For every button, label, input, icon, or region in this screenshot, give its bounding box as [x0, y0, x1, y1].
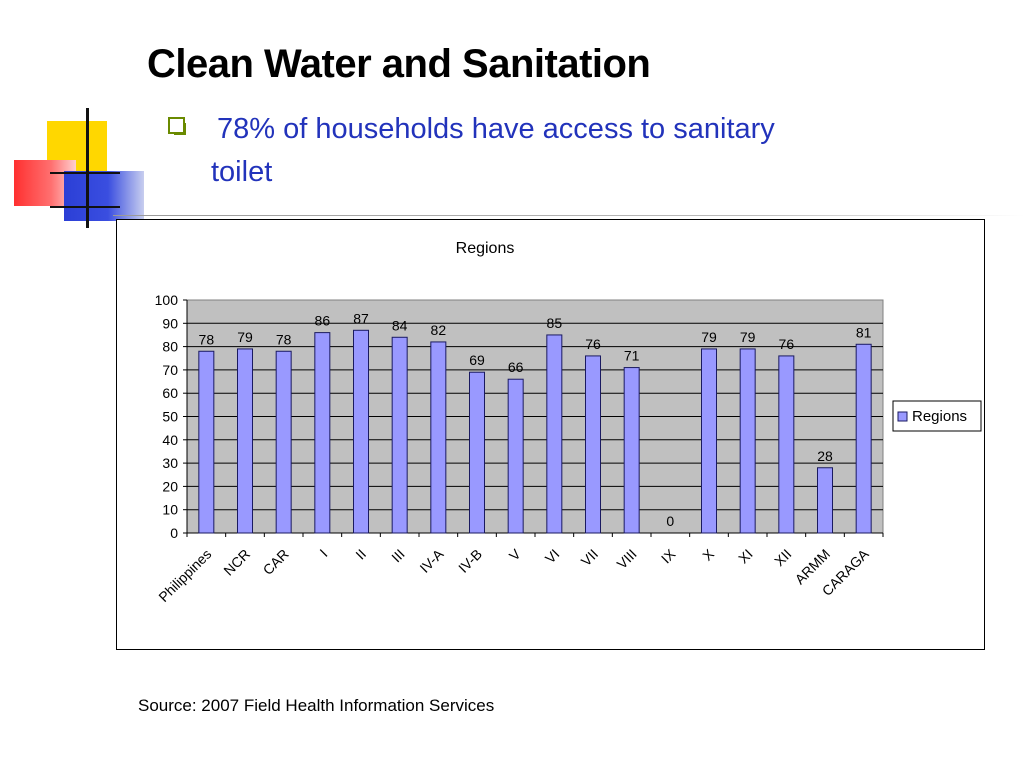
decorative-horizontal-line: [50, 206, 120, 208]
data-label: 76: [585, 336, 601, 352]
y-tick-label: 30: [162, 455, 178, 471]
y-tick-label: 20: [162, 478, 178, 494]
chart-title: Regions: [456, 240, 515, 257]
data-label: 0: [666, 513, 674, 529]
data-label: 85: [547, 315, 563, 331]
x-tick-label: IV-B: [455, 546, 485, 576]
data-label: 81: [856, 324, 872, 340]
data-label: 76: [779, 336, 795, 352]
x-tick-label: VIII: [614, 546, 640, 572]
data-label: 69: [469, 352, 485, 368]
x-tick-label: IV-A: [416, 545, 446, 575]
source-note: Source: 2007 Field Health Information Se…: [138, 696, 495, 715]
bar: [314, 332, 331, 534]
bar: [469, 371, 485, 534]
slide-title: Clean Water and Sanitation: [147, 42, 651, 86]
chart-frame: Regions 0 10 20 30 40 50 60 70 80 90 100 78 Philippin…: [116, 219, 985, 650]
bar: [778, 355, 795, 534]
data-label: 79: [740, 329, 756, 345]
bar: [585, 355, 601, 534]
x-tick-label: I: [316, 546, 330, 560]
y-tick-label: 100: [155, 292, 179, 308]
x-tick-label: CAR: [260, 546, 292, 578]
bar: [198, 350, 215, 534]
legend-box: [892, 400, 982, 432]
bar: [701, 348, 717, 534]
x-tick-label: XII: [771, 546, 794, 569]
y-tick-label: 60: [162, 385, 178, 401]
decorative-blue-gradient: [64, 171, 144, 221]
bar: [391, 336, 408, 534]
title-divider-line: [113, 215, 1024, 216]
data-label: 84: [392, 317, 408, 333]
decorative-vertical-line: [86, 108, 89, 228]
y-tick-label: 50: [162, 409, 178, 425]
y-tick-label: 10: [162, 502, 178, 518]
data-label: 86: [315, 313, 331, 329]
bar: [739, 348, 756, 534]
x-tick-label: NCR: [220, 546, 253, 579]
decorative-horizontal-line: [50, 172, 120, 174]
data-label: 79: [237, 329, 253, 345]
data-label: 78: [276, 331, 292, 347]
y-tick-label: 70: [162, 362, 178, 378]
bar: [546, 334, 563, 534]
bullet-line-1: 78% of households have access to sanitar…: [217, 113, 775, 145]
x-tick-label: II: [352, 546, 369, 563]
bar-chart: Regions 0 10 20 30 40 50 60 70 80 90 100 78 Philippin…: [155, 240, 982, 605]
bar: [237, 348, 253, 534]
x-tick-label: IX: [658, 545, 679, 566]
legend-label: Regions: [912, 408, 967, 425]
x-tick-label: V: [506, 545, 524, 563]
x-tick-label: VII: [578, 546, 601, 569]
legend-swatch: [897, 411, 908, 422]
x-tick-label: X: [699, 545, 717, 563]
bar: [430, 341, 447, 534]
y-tick-label: 0: [170, 525, 178, 541]
bar: [507, 378, 524, 534]
data-label: 78: [199, 331, 215, 347]
data-label: 66: [508, 359, 524, 375]
data-label: 71: [624, 348, 640, 364]
bar: [275, 350, 292, 534]
checkbox-bullet-icon: [168, 117, 186, 135]
data-label: 87: [353, 310, 369, 326]
data-label: 82: [431, 322, 447, 338]
y-tick-label: 90: [162, 315, 178, 331]
y-tick-label: 80: [162, 339, 178, 355]
x-tick-label: VI: [542, 546, 563, 567]
bar: [623, 367, 640, 534]
x-tick-label: III: [388, 546, 408, 566]
data-label: 79: [701, 329, 717, 345]
x-tick-label: Philippines: [155, 546, 214, 605]
y-tick-label: 40: [162, 432, 178, 448]
bar: [817, 467, 833, 534]
bullet-line-2: toilet: [211, 156, 273, 188]
bar: [855, 343, 872, 534]
data-label: 28: [817, 448, 833, 464]
x-tick-label: XI: [735, 546, 756, 567]
bar: [353, 329, 369, 534]
